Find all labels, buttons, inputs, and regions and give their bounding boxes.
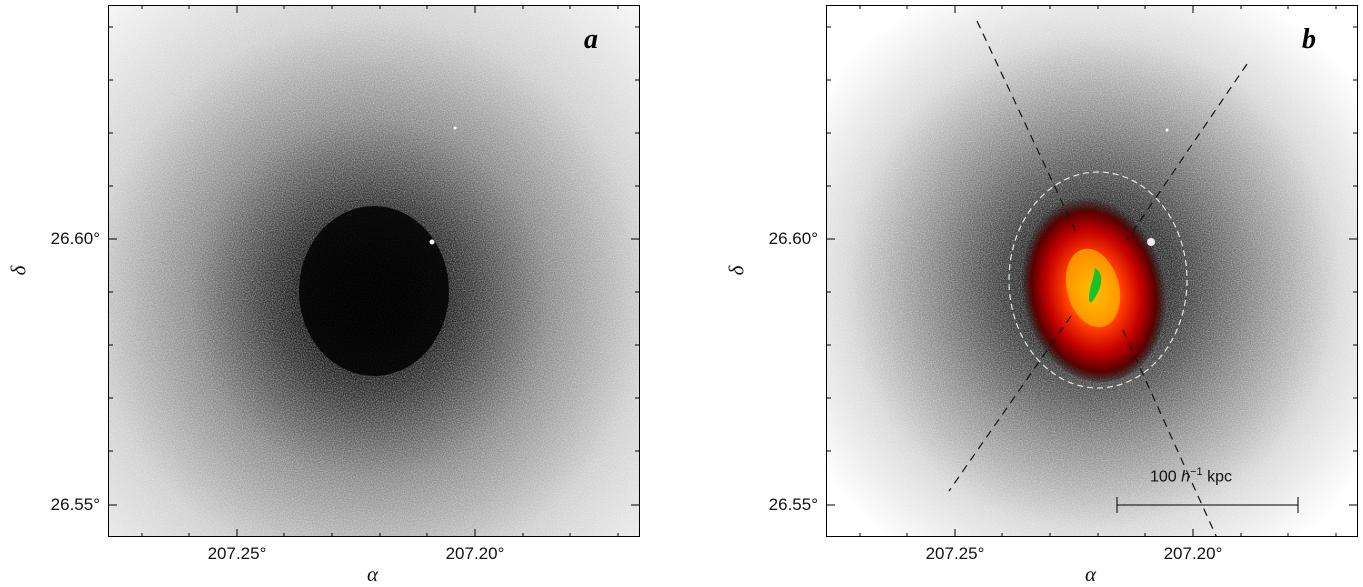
image-frame-a	[108, 5, 640, 537]
x-axis-label: α	[1085, 562, 1097, 586]
image-frame-b	[826, 5, 1358, 537]
y-axis-label: δ	[724, 265, 749, 276]
xray-image-b	[827, 6, 1357, 536]
point-source	[429, 239, 435, 245]
y-tick-label: 26.60°	[50, 229, 100, 248]
x-tick-label: 207.20°	[445, 544, 505, 563]
x-tick-label: 207.25°	[925, 544, 985, 563]
point-source	[1147, 238, 1155, 246]
dashed-ellipse	[1008, 171, 1188, 389]
core-emission	[1089, 268, 1102, 303]
x-tick-label: 207.25°	[207, 544, 267, 563]
scale-bar-label: 100 h−1 kpc	[1150, 466, 1232, 486]
xray-image-a	[109, 6, 639, 536]
panel-label-a: a	[584, 24, 598, 55]
panel-label-b: b	[1302, 24, 1316, 55]
y-tick-label: 26.55°	[50, 495, 100, 514]
y-tick-label: 26.55°	[768, 495, 818, 514]
y-tick-label: 26.60°	[768, 229, 818, 248]
x-tick-label: 207.20°	[1163, 544, 1223, 563]
x-axis-label: α	[367, 562, 379, 586]
scale-bar	[1116, 497, 1299, 513]
point-source	[1165, 128, 1169, 132]
point-source	[453, 126, 457, 130]
y-axis-label: δ	[6, 265, 31, 276]
sector-lines	[948, 20, 1248, 536]
